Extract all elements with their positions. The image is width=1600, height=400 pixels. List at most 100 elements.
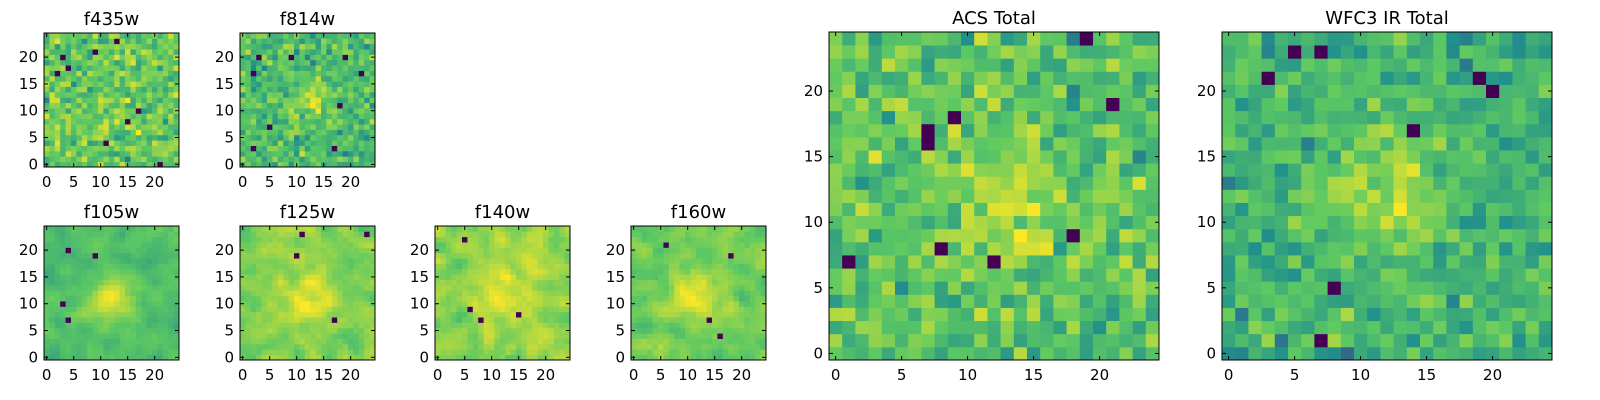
heatmap-cell — [288, 108, 295, 114]
heatmap-cell — [974, 71, 988, 85]
heatmap-cell — [114, 124, 120, 130]
heatmap-cell — [921, 150, 935, 164]
heatmap-cell — [739, 252, 745, 259]
heatmap-cell — [321, 247, 327, 254]
heatmap-cell — [277, 290, 284, 297]
heatmap-cell — [310, 145, 316, 152]
heatmap-cell — [288, 317, 295, 323]
heatmap-cell — [1040, 97, 1054, 112]
heatmap-cell — [173, 156, 180, 163]
heatmap-cell — [1525, 176, 1540, 190]
heatmap-cell — [168, 65, 174, 71]
heatmap-cell — [1354, 189, 1368, 203]
heatmap-cell — [342, 38, 349, 45]
heatmap-cell — [283, 124, 289, 130]
heatmap-cell — [564, 311, 571, 318]
heatmap-cell — [358, 145, 365, 152]
heatmap-cell — [516, 343, 522, 350]
heatmap-cell — [1472, 307, 1487, 322]
heatmap-cell — [146, 150, 153, 157]
heatmap-cell — [1145, 228, 1160, 243]
heatmap-cell — [358, 43, 365, 50]
heatmap-cell — [1288, 176, 1302, 190]
heatmap-cell — [701, 333, 707, 339]
heatmap-cell — [652, 343, 659, 350]
heatmap-cell — [146, 268, 153, 275]
heatmap-cell — [277, 91, 284, 98]
heatmap-cell — [641, 290, 648, 297]
heatmap-cell — [706, 242, 713, 248]
heatmap-cell — [1314, 268, 1328, 282]
heatmap-cell — [256, 301, 262, 307]
heatmap-cell — [358, 150, 365, 157]
heatmap-cell — [685, 301, 691, 307]
heatmap-cell — [1040, 176, 1054, 190]
axes-frame — [239, 225, 376, 361]
heatmap-cell — [1093, 228, 1107, 243]
heatmap-cell — [157, 236, 164, 243]
heatmap-cell — [348, 317, 354, 323]
heatmap-cell — [1000, 228, 1015, 243]
heatmap-cell — [342, 247, 349, 254]
heatmap-cell — [310, 295, 316, 302]
heatmap-cell — [337, 145, 343, 152]
heatmap-cell — [526, 295, 533, 302]
heatmap-cell — [537, 263, 544, 270]
heatmap-cell — [728, 317, 734, 323]
heatmap-cell — [733, 343, 740, 350]
heatmap-cell — [868, 110, 883, 125]
heatmap-cell — [65, 65, 72, 71]
heatmap-cell — [1301, 255, 1315, 269]
heatmap-cell — [103, 97, 110, 104]
heatmap-cell — [516, 322, 522, 329]
heatmap-cell — [310, 338, 316, 345]
heatmap-cell — [1248, 346, 1262, 361]
heatmap-cell — [1222, 202, 1236, 217]
heatmap-cell — [60, 86, 66, 93]
heatmap-cell — [245, 343, 252, 350]
heatmap-cell — [451, 301, 457, 307]
heatmap-cell — [462, 268, 468, 275]
heatmap-cell — [71, 343, 77, 350]
heatmap-cell — [294, 236, 300, 243]
heatmap-cell — [54, 338, 61, 345]
heatmap-cell — [668, 268, 675, 275]
heatmap-cell — [342, 284, 349, 291]
heatmap-cell — [288, 354, 295, 361]
heatmap-cell — [277, 252, 284, 259]
heatmap-cell — [240, 242, 246, 248]
heatmap-cell — [1119, 84, 1133, 98]
heatmap-cell — [337, 86, 343, 93]
heatmap-cell — [1053, 189, 1067, 203]
heatmap-cell — [49, 322, 56, 329]
heatmap-cell — [760, 263, 767, 270]
heatmap-cell — [695, 274, 702, 280]
heatmap-cell — [701, 338, 707, 345]
heatmap-cell — [60, 129, 66, 136]
heatmap-cell — [369, 338, 376, 345]
heatmap-cell — [631, 349, 637, 356]
heatmap-cell — [245, 311, 252, 318]
heatmap-cell — [537, 311, 544, 318]
heatmap-cell — [310, 284, 316, 291]
heatmap-cell — [250, 343, 257, 350]
heatmap-cell — [130, 97, 137, 104]
heatmap-cell — [456, 349, 463, 356]
heatmap-cell — [65, 54, 72, 61]
heatmap-cell — [855, 228, 869, 243]
heatmap-cell — [71, 284, 77, 291]
heatmap-cell — [98, 140, 104, 146]
heatmap-cell — [331, 354, 338, 361]
heatmap-cell — [674, 295, 680, 302]
heatmap-cell — [125, 156, 131, 163]
heatmap-cell — [103, 81, 110, 87]
heatmap-cell — [315, 86, 322, 93]
heatmap-cell — [92, 75, 99, 82]
heatmap-cell — [647, 354, 653, 361]
heatmap-cell — [321, 81, 327, 87]
heatmap-cell — [674, 263, 680, 270]
heatmap-cell — [868, 150, 883, 164]
heatmap-cell — [92, 81, 99, 87]
y-tick-label: 15 — [19, 75, 38, 93]
heatmap-cell — [881, 45, 896, 59]
